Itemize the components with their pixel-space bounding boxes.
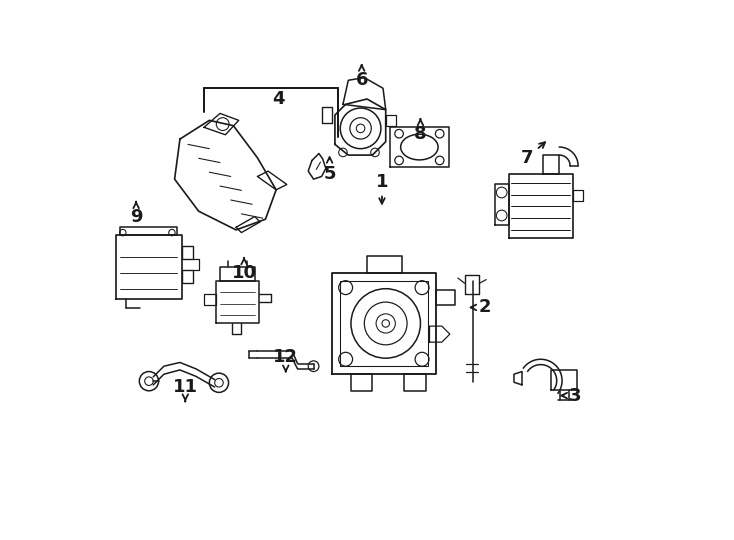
Text: 11: 11 [172,377,197,401]
Polygon shape [343,78,385,110]
Text: 10: 10 [232,258,257,282]
Circle shape [308,361,319,372]
Text: 4: 4 [272,90,285,108]
Polygon shape [236,217,260,233]
Polygon shape [390,127,448,167]
Text: 6: 6 [355,65,368,89]
Text: 5: 5 [324,157,336,183]
Polygon shape [204,113,239,135]
Polygon shape [509,174,573,238]
Polygon shape [175,120,276,230]
Text: 2: 2 [470,299,491,316]
Circle shape [139,372,159,391]
Polygon shape [551,370,576,390]
Polygon shape [308,153,326,179]
Text: 12: 12 [273,348,298,372]
Circle shape [209,373,228,393]
Text: 1: 1 [376,173,388,204]
Text: 7: 7 [521,142,545,167]
Text: 3: 3 [562,387,581,404]
Polygon shape [116,235,181,299]
Polygon shape [258,171,287,190]
Polygon shape [333,273,437,374]
Text: 9: 9 [130,202,142,226]
Text: 8: 8 [414,119,426,143]
Polygon shape [216,281,258,323]
Polygon shape [335,99,385,155]
